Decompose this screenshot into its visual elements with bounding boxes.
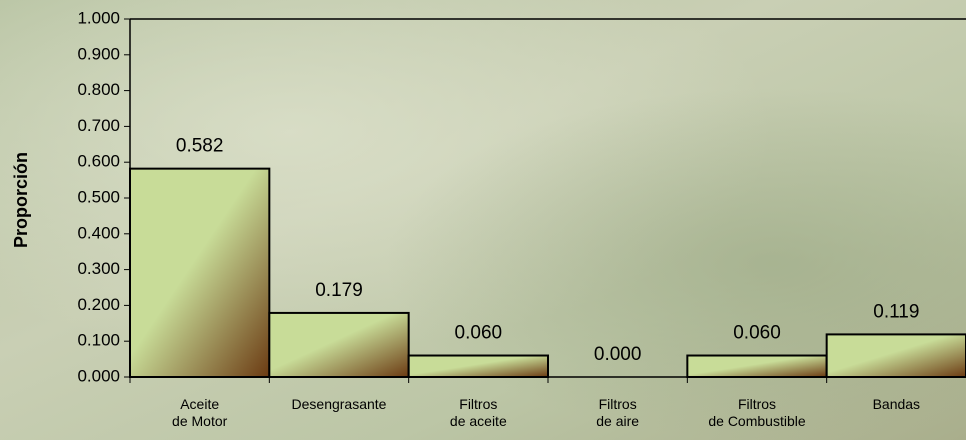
- y-tick-label: 0.000: [77, 366, 120, 385]
- chart: Proporción 0.000 0.100 0.200 0.300 0.400 0.50…: [0, 0, 966, 440]
- x-tick-label: Bandas: [873, 396, 920, 412]
- value-label: 0.000: [594, 344, 642, 365]
- y-tick-label: 0.500: [77, 187, 120, 206]
- y-tick-label: 0.600: [77, 152, 120, 171]
- x-tick-label-line: Aceite: [180, 396, 219, 412]
- value-label: 0.119: [873, 301, 919, 322]
- x-tick-label-line: de aceite: [450, 413, 507, 429]
- x-tick-label-line: Filtros: [599, 396, 637, 412]
- y-axis-label: Proporción: [11, 152, 31, 248]
- x-tick-label-line: Filtros: [459, 396, 497, 412]
- y-tick-label: 0.400: [77, 223, 120, 242]
- bar: [687, 356, 826, 377]
- bar: [409, 356, 548, 377]
- y-tick-label: 1.000: [77, 8, 120, 27]
- bar: [130, 169, 269, 377]
- y-tick-label: 0.300: [77, 259, 120, 278]
- x-tick-label-line: de aire: [596, 413, 639, 429]
- x-tick-label-line: de Motor: [172, 413, 228, 429]
- x-tick-label: Desengrasante: [292, 396, 387, 412]
- value-label: 0.060: [455, 323, 503, 344]
- value-label: 0.179: [315, 280, 363, 301]
- value-label: 0.582: [176, 136, 224, 157]
- x-tick-label-line: Filtros: [738, 396, 776, 412]
- x-tick-label-line: de Combustible: [708, 413, 805, 429]
- y-tick-label: 0.900: [77, 44, 120, 63]
- x-tick-label-line: Desengrasante: [292, 396, 387, 412]
- value-label: 0.060: [733, 323, 781, 344]
- bar: [269, 313, 408, 377]
- x-tick-label-line: Bandas: [873, 396, 920, 412]
- y-tick-label: 0.100: [77, 331, 120, 350]
- y-tick-label: 0.200: [77, 295, 120, 314]
- y-tick-label: 0.700: [77, 116, 120, 135]
- bar: [827, 334, 966, 377]
- y-tick-label: 0.800: [77, 80, 120, 99]
